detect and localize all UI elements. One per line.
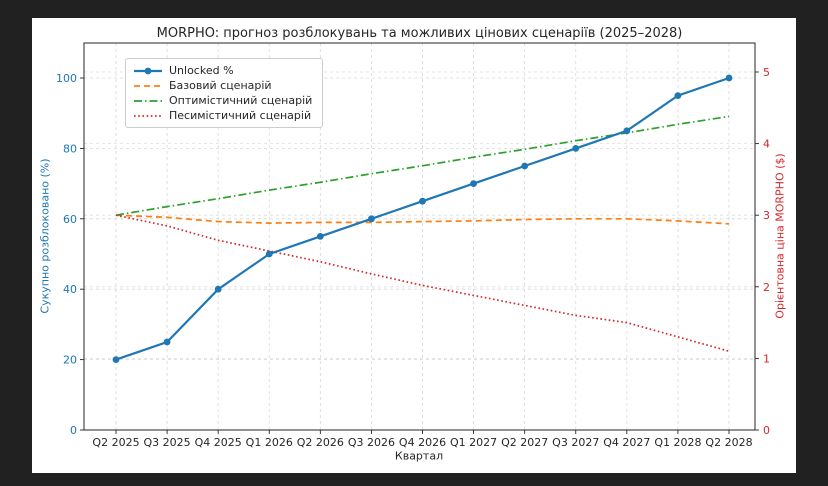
legend-label: Unlocked % [169,64,234,77]
tick-label-left: 80 [63,142,77,155]
series-marker [163,338,171,346]
series-marker [572,145,580,152]
legend-item: Базовий сценарій [133,79,312,92]
tick-label-x: Q1 2028 [654,436,701,449]
tick-label-left: 20 [63,354,77,367]
series-marker [725,74,733,82]
legend-line-sample [134,114,162,117]
series-marker [521,162,529,170]
tick-label-x: Q1 2027 [450,436,497,449]
legend-label: Базовий сценарій [169,79,272,92]
tick-label-right: 5 [763,66,770,79]
series-marker [112,356,120,363]
legend-item: Оптимістичний сценарій [133,94,312,107]
tick-label-right: 0 [763,424,770,437]
x-axis-label: Квартал [394,449,444,463]
chart-title: MORPHO: прогноз розблокувань та можливих… [156,26,683,41]
tick-label-left: 0 [70,424,77,437]
series-line-3 [115,214,730,353]
tick-label-x: Q2 2025 [92,436,139,449]
series-marker [470,180,477,188]
chart-figure: 0 20 40 60 80 100 0 1 2 3 4 5 Q2 2025 Q3 2025 Q4 2025 Q… [32,18,796,473]
left-axis-label: Сукупно розблоковано (%) [38,158,52,314]
legend-label: Оптимістичний сценарій [169,94,313,107]
tick-label-x: Q4 2027 [603,436,650,449]
tick-label-right: 3 [763,209,770,222]
tick-label-right: 1 [763,352,770,365]
series-marker [368,215,375,223]
plot-spines [83,42,756,431]
tick-label-x: Q4 2026 [399,436,446,449]
tick-label-left: 100 [56,72,77,85]
tick-label-left: 60 [63,213,77,226]
legend: Unlocked % Базовий сценарій Оптимістичний … [125,58,324,128]
series-marker [316,233,324,240]
tick-label-x: Q2 2027 [501,436,548,449]
legend-line-sample [134,67,162,74]
legend-item: Песимістичний сценарій [133,109,312,122]
tick-label-x: Q2 2026 [297,436,344,449]
legend-line-sample [134,84,162,87]
series-marker [419,197,426,205]
tick-label-x: Q1 2026 [246,436,293,449]
right-axis-label: Орієнтовна ціна MORPHO ($) [773,153,787,319]
series-marker [214,285,222,293]
tick-label-right: 2 [763,281,770,294]
series-marker [623,127,631,135]
tick-label-left: 40 [63,283,77,296]
legend-item: Unlocked % [133,64,312,77]
legend-label: Песимістичний сценарій [169,109,312,122]
tick-label-x: Q2 2028 [705,436,752,449]
legend-line-sample [134,99,162,102]
series-marker [265,250,273,258]
series-marker [674,92,682,99]
tick-label-x: Q4 2025 [195,436,242,449]
tick-label-right: 4 [763,138,770,151]
tick-label-x: Q3 2027 [552,436,599,449]
series-line-1 [115,214,730,225]
tick-label-x: Q3 2026 [348,436,395,449]
plot-area: 0 20 40 60 80 100 0 1 2 3 4 5 Q2 2025 Q3 2025 Q4 2025 Q… [56,42,770,449]
tick-label-x: Q3 2025 [144,436,191,449]
